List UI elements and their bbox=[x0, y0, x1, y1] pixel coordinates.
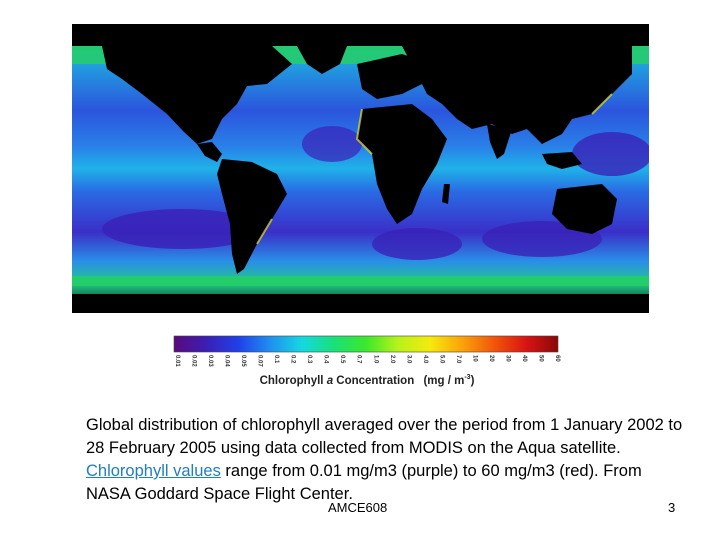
colorbar-tick-label: 2.0 bbox=[389, 355, 395, 364]
colorbar-tick-label: 50 bbox=[537, 355, 543, 362]
page-number: 3 bbox=[668, 500, 676, 515]
colorbar-gradient bbox=[173, 335, 559, 353]
colorbar-units-exponent: -3 bbox=[464, 374, 470, 381]
colorbar-units-close: ) bbox=[471, 375, 475, 387]
colorbar-tick-label: 0.7 bbox=[356, 355, 362, 364]
colorbar-tick-label: 4.0 bbox=[422, 355, 428, 364]
colorbar: 0.01 0.02 0.03 0.04 0.05 0.07 0.1 0.2 0.3 0.4 0.5 0… bbox=[172, 334, 562, 394]
footer-course-code: AMCE608 bbox=[328, 500, 388, 515]
colorbar-tick-label: 20 bbox=[488, 355, 494, 362]
colorbar-tick-label: 30 bbox=[504, 355, 510, 362]
colorbar-tick-label: 0.01 bbox=[174, 355, 180, 367]
colorbar-tick-label: 1.0 bbox=[372, 355, 378, 364]
colorbar-tick-label: 7.0 bbox=[455, 355, 461, 364]
colorbar-scale: 0.01 0.02 0.03 0.04 0.05 0.07 0.1 0.2 0.3 0.4 0.5 0… bbox=[173, 335, 560, 387]
colorbar-tick-label: 0.04 bbox=[224, 355, 230, 367]
colorbar-tick-label: 0.07 bbox=[257, 355, 263, 367]
colorbar-tick-label: 0.5 bbox=[339, 355, 345, 364]
colorbar-tick-label: 3.0 bbox=[405, 355, 411, 364]
chlorophyll-values-link[interactable]: Chlorophyll values bbox=[86, 462, 221, 480]
caption-text-after: range from 0.01 mg/m3 (purple) to 60 mg/… bbox=[86, 462, 642, 503]
colorbar-title: Chlorophyll a Concentration (mg / m-3) bbox=[260, 374, 475, 387]
colorbar-tick-label: 0.1 bbox=[273, 355, 279, 364]
colorbar-title-italic: a bbox=[327, 375, 334, 387]
colorbar-tick-label: 60 bbox=[554, 355, 560, 362]
colorbar-tick-label: 0.2 bbox=[290, 355, 296, 364]
colorbar-title-suffix: Concentration bbox=[333, 375, 414, 387]
caption: Global distribution of chlorophyll avera… bbox=[86, 414, 686, 506]
chlorophyll-world-map bbox=[72, 24, 649, 313]
colorbar-tick-label: 0.02 bbox=[191, 355, 197, 367]
colorbar-tick-label: 40 bbox=[521, 355, 527, 362]
caption-text-before: Global distribution of chlorophyll avera… bbox=[86, 416, 683, 457]
colorbar-tick-label: 5.0 bbox=[438, 355, 444, 364]
colorbar-title-prefix: Chlorophyll bbox=[260, 375, 327, 387]
colorbar-tick-label: 0.05 bbox=[240, 355, 246, 367]
colorbar-tick-label: 0.3 bbox=[306, 355, 312, 364]
colorbar-tick-label: 10 bbox=[471, 355, 477, 362]
colorbar-tick-label: 0.03 bbox=[207, 355, 213, 367]
colorbar-units: (mg / m bbox=[423, 375, 464, 387]
colorbar-tick-label: 0.4 bbox=[323, 355, 329, 364]
